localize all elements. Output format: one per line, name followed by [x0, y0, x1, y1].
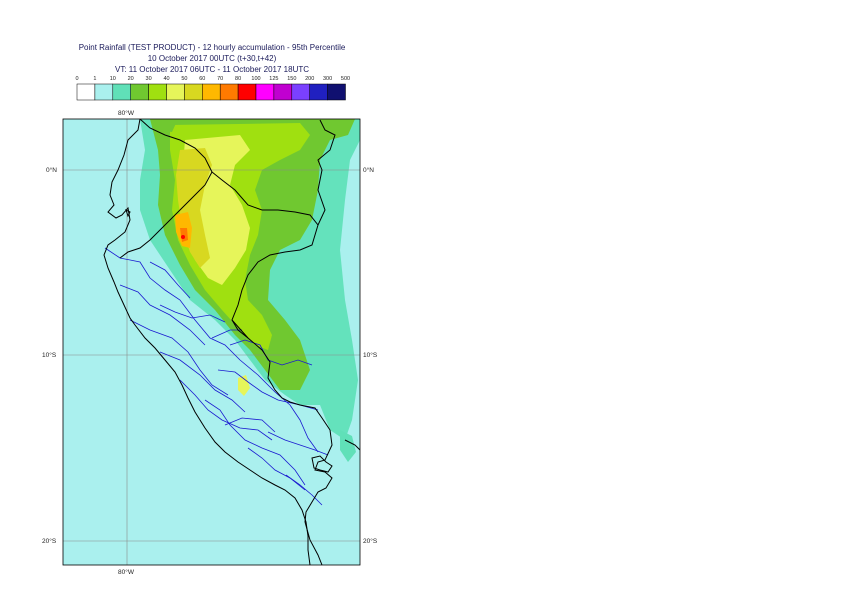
country-border-brazil-bolivia: [344, 439, 360, 451]
island: [125, 209, 131, 218]
latitude-label-0-right: 0°N: [363, 166, 374, 174]
latitude-label-20-left: 20°S: [42, 537, 57, 545]
map-title: Point Rainfall (TEST PRODUCT) - 12 hourl…: [78, 43, 346, 52]
country-border-ecuador: [119, 119, 213, 259]
map-frame: [62, 118, 361, 566]
country-border-brazil-peru: [231, 319, 331, 431]
longitude-label-top: 80°W: [118, 109, 135, 117]
rainfall-band-20-30-patch: [150, 119, 178, 132]
longitude-label-bottom: 80°W: [118, 568, 135, 576]
country-border-colombia: [211, 171, 319, 339]
country-border-bolivia: [304, 429, 333, 523]
latitude-label-0-left: 0°N: [46, 166, 57, 174]
latitude-label-10-right: 10°S: [363, 351, 378, 359]
validity-time-label: VT: 11 October 2017 06UTC - 11 October 2…: [114, 65, 310, 74]
rainfall-band-80-100-spot: [181, 235, 185, 239]
country-border-brazil: [317, 119, 336, 226]
run-time-label: 10 October 2017 00UTC (t+30,t+42): [147, 54, 277, 63]
country-border-chile: [304, 521, 323, 565]
rainfall-field: [140, 119, 360, 462]
lake-titicaca: [311, 455, 333, 473]
coastline-and-borders: [103, 119, 360, 565]
coastline-north: [103, 119, 311, 565]
rainfall-band-50-60: [176, 148, 212, 268]
latitude-label-10-left: 10°S: [42, 351, 57, 359]
latitude-label-20-right: 20°S: [363, 537, 378, 545]
rainfall-band-10-20-patch: [340, 430, 356, 462]
rainfall-band-40-50-patch: [238, 375, 250, 396]
